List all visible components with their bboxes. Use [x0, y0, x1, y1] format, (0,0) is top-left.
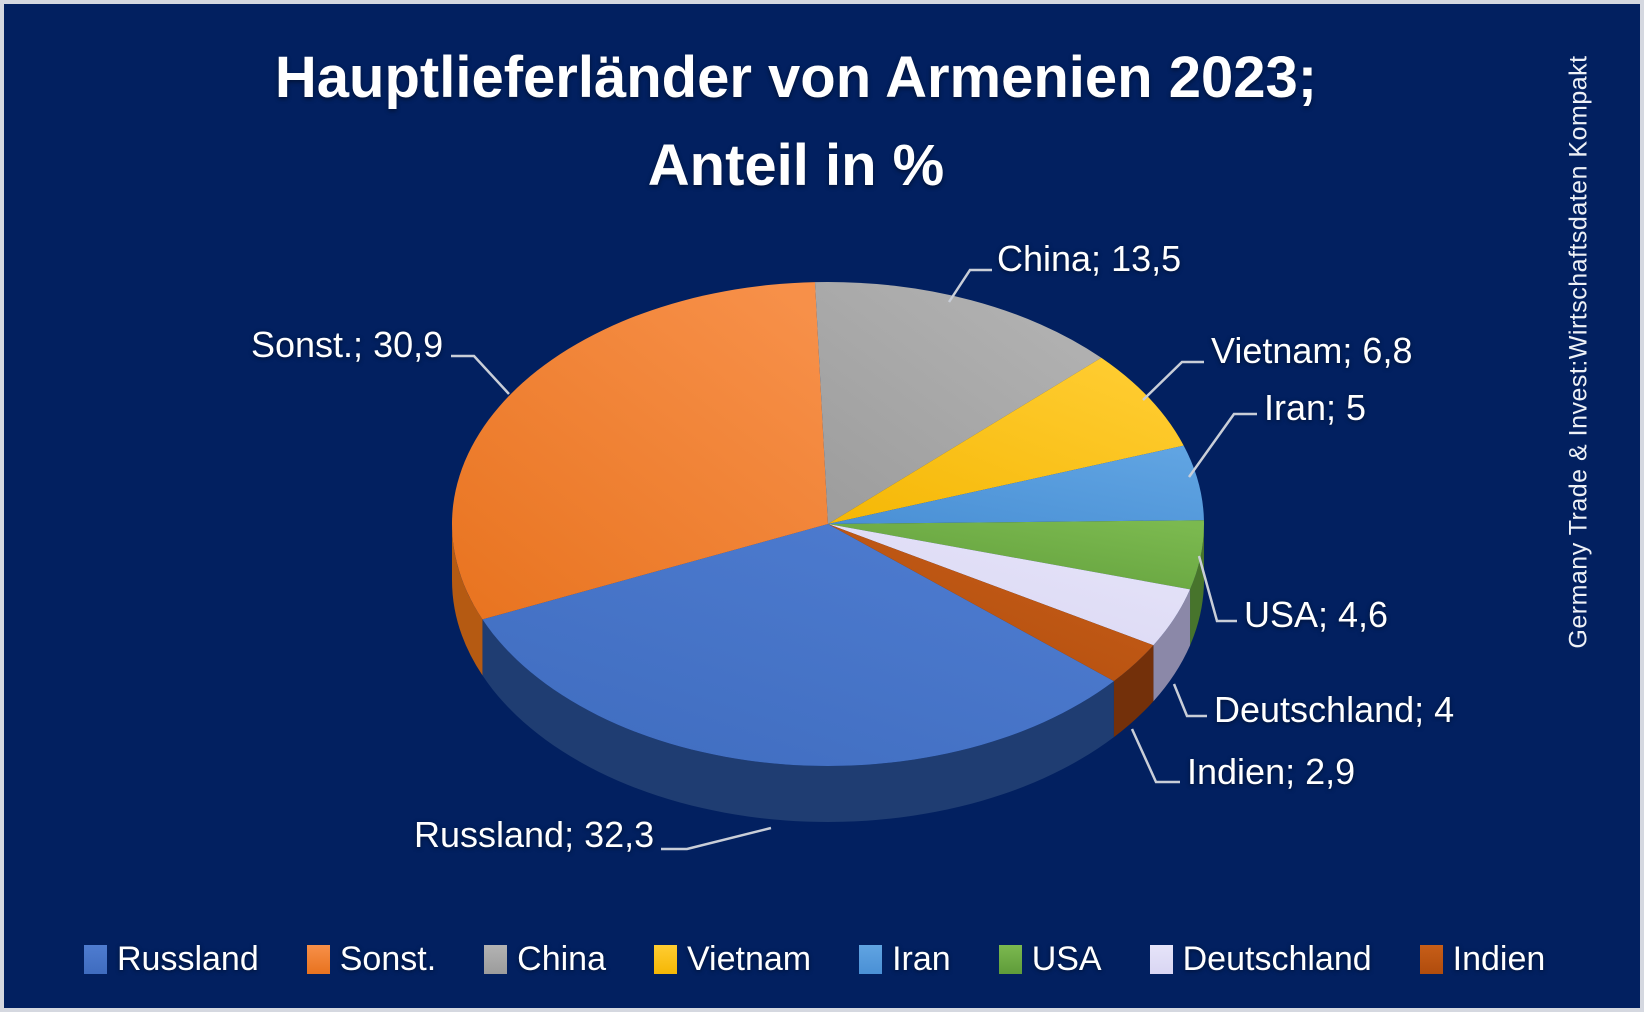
- legend-swatch-china: [484, 945, 508, 974]
- legend-item-deutschland: Deutschland: [1149, 940, 1372, 979]
- pie-slice-wall-indien: [1113, 645, 1154, 738]
- legend-swatch-vietnam: [653, 945, 677, 974]
- source-watermark: Germany Trade & Invest:Wirtschaftsdaten …: [1564, 55, 1593, 649]
- callout-vietnam: Vietnam; 6,8: [1211, 330, 1413, 371]
- legend-label-russland: Russland: [117, 940, 259, 978]
- callout-usa: USA; 4,6: [1244, 594, 1389, 635]
- pie-chart-3d: [451, 268, 1257, 851]
- chart-title: Hauptlieferländer von Armenien 2023; Ant…: [4, 34, 1588, 210]
- legend-item-sonst: Sonst.: [306, 940, 437, 979]
- legend-swatch-usa: [998, 945, 1022, 974]
- pie-slice-deutschland: [828, 524, 1191, 646]
- legend-swatch-deutschland: [1149, 945, 1173, 974]
- callout-china: China; 13,5: [997, 238, 1182, 279]
- leader-line-china: [947, 268, 992, 303]
- chart-title-line1: Hauptlieferländer von Armenien 2023;: [274, 45, 1318, 110]
- legend-label-usa: USA: [1031, 940, 1102, 978]
- legend-label-indien: Indien: [1452, 940, 1546, 978]
- legend-swatch-sonst: [306, 945, 330, 974]
- legend-item-indien: Indien: [1419, 940, 1546, 979]
- pie-slice-russland: [482, 524, 1114, 766]
- legend-label-iran: Iran: [892, 940, 951, 978]
- leader-line-sonst: [451, 354, 510, 395]
- callout-russland: Russland; 32,3: [414, 814, 655, 855]
- legend-item-china: China: [484, 940, 606, 979]
- legend-swatch-russland: [84, 945, 107, 974]
- pie-slice-sonst: [452, 282, 828, 620]
- leader-line-usa: [1197, 555, 1237, 623]
- pie-slice-wall-sonst: [452, 524, 483, 676]
- callout-iran: Iran; 5: [1264, 387, 1367, 428]
- legend-swatch-indien: [1419, 945, 1443, 974]
- callout-deutschland: Deutschland; 4: [1214, 689, 1455, 730]
- leader-line-vietnam: [1142, 360, 1204, 401]
- leader-line-deutschland: [1172, 683, 1207, 718]
- legend-label-deutschland: Deutschland: [1182, 940, 1372, 978]
- legend-label-vietnam: Vietnam: [686, 940, 812, 978]
- legend-item-usa: USA: [998, 940, 1102, 979]
- pie-slice-wall-russland: [482, 619, 1114, 822]
- pie-slice-usa: [828, 520, 1204, 590]
- leader-line-russland: [661, 826, 772, 851]
- pie-slice-wall-deutschland: [1153, 589, 1191, 702]
- chart-title-line2: Anteil in %: [647, 133, 945, 198]
- callout-sonst: Sonst.; 30,9: [251, 324, 444, 365]
- legend-item-vietnam: Vietnam: [653, 940, 812, 979]
- leader-line-indien: [1130, 728, 1180, 784]
- pie-slice-vietnam: [828, 357, 1184, 524]
- legend-item-russland: Russland: [84, 940, 259, 979]
- pie-slice-china: [815, 281, 1102, 524]
- legend-label-sonst: Sonst.: [339, 940, 437, 978]
- legend-swatch-iran: [859, 945, 883, 974]
- pie-slice-indien: [828, 524, 1154, 682]
- callout-indien: Indien; 2,9: [1187, 751, 1356, 792]
- legend-label-china: China: [517, 940, 606, 978]
- chart-legend: Russland Sonst. China Vietnam Iran USA Deutsch…: [84, 940, 1600, 979]
- pie-slice-iran: [828, 445, 1204, 524]
- pie-slice-wall-usa: [1190, 524, 1204, 646]
- leader-line-iran: [1187, 412, 1257, 478]
- legend-item-iran: Iran: [859, 940, 951, 979]
